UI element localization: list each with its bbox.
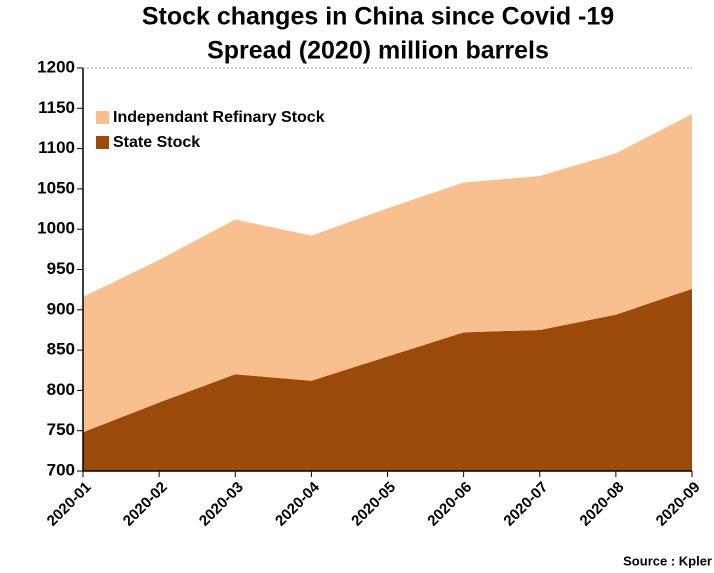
y-tick-label: 1200 (37, 57, 75, 76)
x-tick-label: 2020-01 (44, 479, 95, 530)
legend-swatch (96, 136, 109, 149)
x-tick-label: 2020-09 (653, 479, 704, 530)
y-tick-label: 1100 (38, 138, 75, 157)
area (83, 288, 692, 471)
x-tick-label: 2020-07 (500, 479, 551, 530)
x-tick-label: 2020-06 (424, 479, 475, 530)
y-tick-label: 900 (47, 299, 75, 318)
y-tick-label: 750 (47, 420, 75, 439)
legend-label: State Stock (113, 134, 200, 151)
legend-swatch (96, 111, 109, 124)
area (83, 113, 692, 433)
y-tick-label: 1000 (37, 219, 75, 238)
legend-label: Independant Refinary Stock (113, 109, 325, 126)
x-tick-label: 2020-04 (272, 478, 323, 529)
y-tick-label: 700 (47, 460, 75, 479)
y-tick-label: 850 (47, 340, 75, 359)
y-tick-label: 1150 (38, 98, 75, 117)
x-tick-label: 2020-05 (348, 479, 399, 530)
y-tick-label: 800 (47, 380, 75, 399)
y-tick-label: 950 (47, 259, 75, 278)
y-tick-label: 1050 (37, 178, 75, 197)
x-tick-label: 2020-02 (120, 479, 171, 530)
source-note: Source : Kpler (623, 553, 712, 568)
chart-title: Stock changes in China since Covid -19 (142, 3, 614, 31)
x-tick-label: 2020-03 (196, 479, 247, 530)
chart-title: Spread (2020) million barrels (207, 37, 549, 65)
x-tick-label: 2020-08 (577, 479, 628, 530)
